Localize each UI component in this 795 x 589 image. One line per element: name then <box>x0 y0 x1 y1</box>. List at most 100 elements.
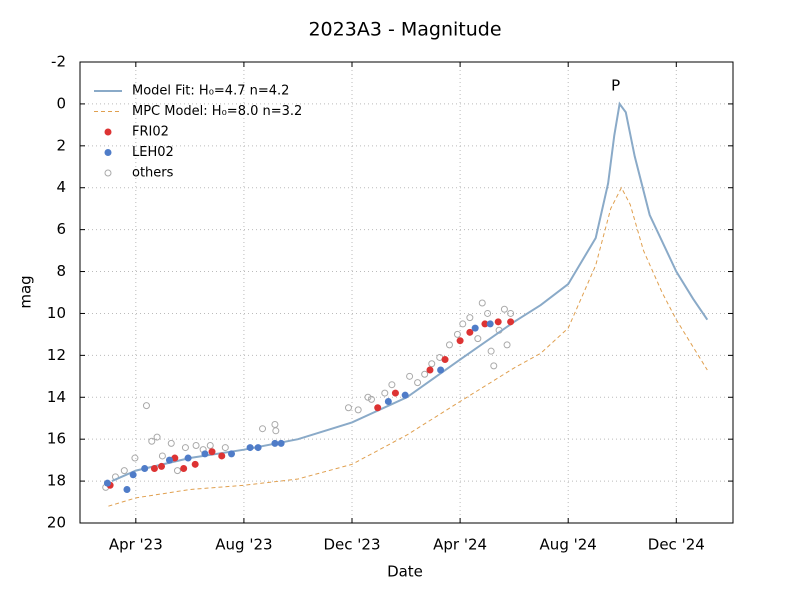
data-point <box>123 485 131 493</box>
annotation: P <box>611 76 620 94</box>
data-point <box>246 444 254 452</box>
legend-swatch <box>104 149 112 156</box>
y-tick-label: 18 <box>47 472 66 490</box>
legend-label: Model Fit: H₀=4.7 n=4.2 <box>132 84 289 99</box>
y-tick-label: 16 <box>47 430 66 448</box>
y-tick-label: 2 <box>56 136 66 154</box>
data-point <box>141 465 149 473</box>
data-point <box>471 324 479 332</box>
data-point <box>150 465 158 473</box>
data-point <box>453 330 461 338</box>
data-point <box>421 370 429 378</box>
data-point <box>478 299 486 307</box>
x-axis-label: Date <box>387 563 423 581</box>
y-tick-label: 0 <box>56 94 66 112</box>
y-tick-label: 20 <box>47 514 66 532</box>
data-point <box>173 467 181 475</box>
y-tick-label: 14 <box>47 388 66 406</box>
data-point <box>120 467 128 475</box>
data-point <box>406 372 414 380</box>
data-point <box>459 320 467 328</box>
chart-title: 2023A3 - Magnitude <box>308 19 501 41</box>
legend-label: LEH02 <box>132 145 174 160</box>
data-point <box>437 366 445 374</box>
data-point <box>374 404 382 412</box>
data-point <box>171 454 179 462</box>
data-point <box>158 452 166 460</box>
y-axis-label: mag <box>17 275 35 308</box>
data-point <box>259 425 267 433</box>
data-point <box>445 341 453 349</box>
data-point <box>167 439 175 447</box>
legend-swatch <box>104 128 112 136</box>
data-point <box>165 456 173 464</box>
data-point <box>487 347 495 355</box>
data-point <box>191 460 199 468</box>
data-point <box>466 328 474 336</box>
data-point <box>486 320 494 328</box>
x-tick-label: Apr '24 <box>433 536 487 554</box>
data-point <box>500 305 508 313</box>
data-point <box>494 318 502 326</box>
data-point <box>456 337 464 345</box>
y-tick-label: 6 <box>56 220 66 238</box>
data-point <box>158 462 166 470</box>
data-point <box>414 379 422 387</box>
legend-label: FRI02 <box>132 125 169 140</box>
data-point <box>507 318 515 326</box>
series-line <box>108 186 708 507</box>
data-point <box>426 366 434 374</box>
legend-swatch <box>104 169 112 177</box>
data-point <box>368 395 376 403</box>
data-point <box>218 452 226 460</box>
data-point <box>391 389 399 397</box>
data-point <box>272 427 280 435</box>
data-point <box>384 397 392 405</box>
data-point <box>277 439 285 447</box>
data-point <box>221 444 229 452</box>
data-point <box>381 389 389 397</box>
data-point <box>192 441 200 449</box>
y-tick-label: 8 <box>56 262 66 280</box>
y-tick-label: -2 <box>51 53 66 71</box>
data-point <box>180 465 188 473</box>
data-point <box>481 320 489 328</box>
data-point <box>344 404 352 412</box>
data-point <box>428 360 436 368</box>
data-point <box>131 454 139 462</box>
data-point <box>490 362 498 370</box>
data-point <box>201 450 209 458</box>
data-point <box>208 448 216 456</box>
legend-label: MPC Model: H₀=8.0 n=3.2 <box>132 104 302 119</box>
data-point <box>401 391 409 399</box>
x-tick-label: Apr '23 <box>109 536 163 554</box>
y-tick-label: 4 <box>56 178 66 196</box>
data-point <box>206 441 214 449</box>
data-point <box>129 471 137 479</box>
data-point <box>254 444 262 452</box>
series-line <box>111 101 709 483</box>
data-point <box>148 437 156 445</box>
x-tick-label: Aug '24 <box>540 536 597 554</box>
data-point <box>271 439 279 447</box>
data-point <box>388 381 396 389</box>
data-point <box>441 356 449 364</box>
data-point <box>354 406 362 414</box>
data-point <box>184 454 192 462</box>
plot-frame <box>79 61 734 524</box>
data-point <box>364 393 372 401</box>
x-tick-label: Aug '23 <box>215 536 272 554</box>
x-tick-label: Dec '24 <box>648 536 705 554</box>
data-point <box>484 309 492 317</box>
data-point <box>474 335 482 343</box>
data-point <box>228 450 236 458</box>
data-point <box>503 341 511 349</box>
data-point <box>507 309 515 317</box>
x-tick-label: Dec '23 <box>324 536 381 554</box>
y-tick-label: 12 <box>47 346 66 364</box>
data-point <box>466 314 474 322</box>
data-point <box>142 402 150 410</box>
data-point <box>103 479 111 487</box>
